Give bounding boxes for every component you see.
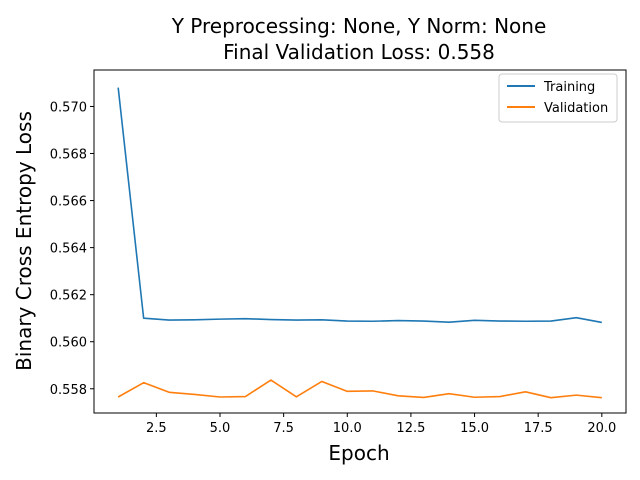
y-axis-label: Binary Cross Entropy Loss bbox=[12, 111, 36, 371]
series-line-validation bbox=[117, 379, 602, 399]
x-tick-label: 15.0 bbox=[460, 421, 489, 436]
y-tick-label: 0.562 bbox=[50, 289, 87, 304]
chart-title-line-1: Y Preprocessing: None, Y Norm: None bbox=[171, 14, 547, 38]
series-layer bbox=[117, 87, 602, 399]
y-tick-label: 0.568 bbox=[50, 148, 87, 163]
x-tick-label: 10.0 bbox=[333, 421, 362, 436]
legend-label-training: Training bbox=[543, 80, 595, 95]
y-tick-label: 0.564 bbox=[50, 242, 87, 257]
legend: Training Validation bbox=[498, 73, 618, 123]
x-axis-label: Epoch bbox=[328, 441, 389, 465]
chart-title-line-2: Final Validation Loss: 0.558 bbox=[223, 40, 495, 64]
series-line-training bbox=[117, 87, 602, 324]
y-axis-ticks: 0.558 0.560 0.562 0.564 0.566 0.568 0.570 bbox=[50, 100, 94, 398]
axes-frame bbox=[93, 69, 627, 414]
y-tick-label: 0.558 bbox=[50, 383, 87, 398]
legend-label-validation: Validation bbox=[544, 101, 608, 116]
x-axis-ticks: 2.5 5.0 7.5 10.0 12.5 15.0 17.5 20.0 bbox=[146, 413, 616, 436]
x-tick-label: 17.5 bbox=[524, 421, 553, 436]
y-tick-label: 0.566 bbox=[50, 195, 87, 210]
x-tick-label: 7.5 bbox=[273, 421, 294, 436]
x-tick-label: 2.5 bbox=[146, 421, 167, 436]
y-tick-label: 0.570 bbox=[50, 100, 87, 115]
y-tick-label: 0.560 bbox=[50, 336, 87, 351]
x-tick-label: 20.0 bbox=[587, 421, 616, 436]
x-tick-label: 5.0 bbox=[210, 421, 231, 436]
plot-area bbox=[93, 69, 627, 414]
x-tick-label: 12.5 bbox=[396, 421, 425, 436]
